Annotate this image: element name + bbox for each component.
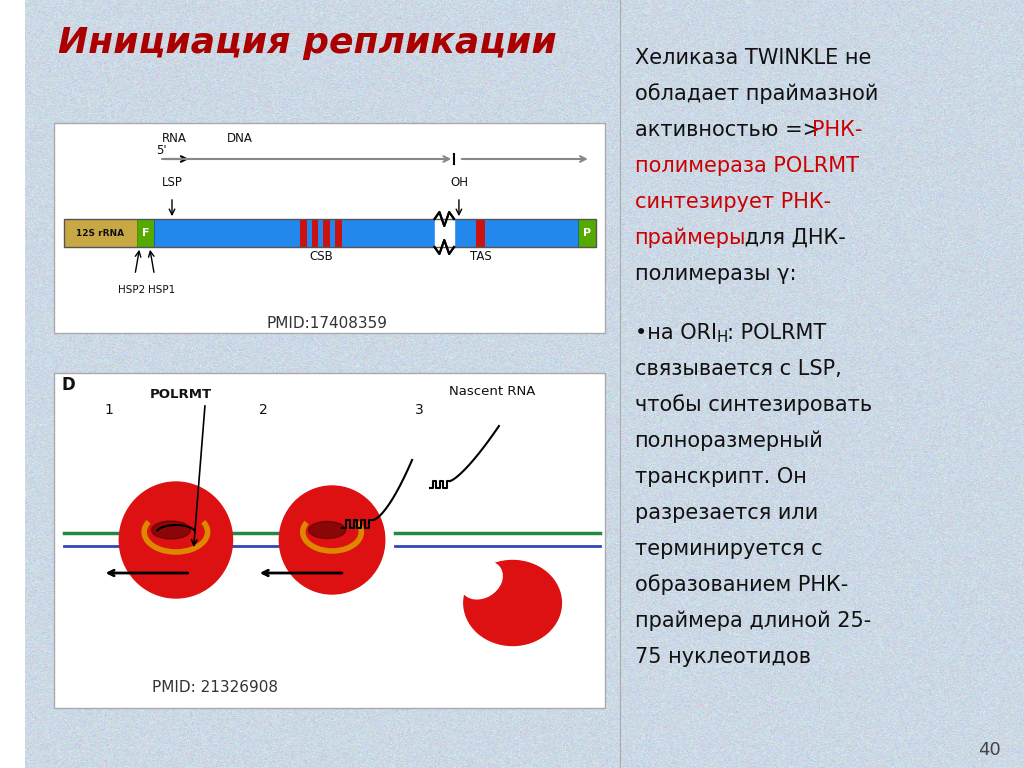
- Text: 5': 5': [157, 144, 167, 157]
- Ellipse shape: [464, 561, 561, 645]
- Text: обладает праймазной: обладает праймазной: [635, 84, 878, 104]
- Text: HSP1: HSP1: [147, 285, 175, 295]
- Text: RNA: RNA: [162, 132, 186, 145]
- FancyBboxPatch shape: [578, 219, 596, 247]
- Text: POLRMT: POLRMT: [150, 388, 212, 401]
- Text: TAS: TAS: [470, 250, 493, 263]
- Text: терминируется с: терминируется с: [635, 539, 822, 559]
- FancyBboxPatch shape: [300, 219, 306, 247]
- Text: праймеры: праймеры: [635, 228, 746, 248]
- Text: Хеликаза TWINKLE не: Хеликаза TWINKLE не: [635, 48, 871, 68]
- FancyBboxPatch shape: [335, 219, 342, 247]
- FancyBboxPatch shape: [476, 219, 485, 247]
- Ellipse shape: [461, 561, 502, 599]
- Text: LSP: LSP: [162, 176, 182, 189]
- Text: для ДНК-: для ДНК-: [738, 228, 846, 248]
- Text: F: F: [142, 228, 150, 238]
- Text: 40: 40: [978, 741, 1000, 759]
- Text: D: D: [61, 376, 76, 394]
- Circle shape: [280, 486, 385, 594]
- FancyBboxPatch shape: [54, 123, 605, 333]
- Text: H: H: [717, 330, 728, 346]
- Text: разрезается или: разрезается или: [635, 503, 818, 523]
- Text: CSB: CSB: [309, 250, 333, 263]
- FancyBboxPatch shape: [324, 219, 330, 247]
- FancyBboxPatch shape: [54, 373, 605, 708]
- Circle shape: [119, 482, 232, 598]
- Ellipse shape: [308, 521, 346, 538]
- Text: РНК-: РНК-: [812, 120, 863, 140]
- Text: 12S rRNA: 12S rRNA: [76, 229, 124, 237]
- Text: праймера длиной 25-: праймера длиной 25-: [635, 611, 870, 631]
- Text: : POLRMT: : POLRMT: [727, 323, 826, 343]
- FancyBboxPatch shape: [311, 219, 318, 247]
- Text: транскрипт. Он: транскрипт. Он: [635, 467, 807, 487]
- FancyBboxPatch shape: [63, 219, 137, 247]
- FancyBboxPatch shape: [454, 219, 578, 247]
- Text: PMID: 21326908: PMID: 21326908: [152, 680, 278, 696]
- Text: P: P: [583, 228, 591, 238]
- Text: DNA: DNA: [227, 132, 253, 145]
- Text: Инициация репликации: Инициация репликации: [58, 26, 557, 60]
- Text: полноразмерный: полноразмерный: [635, 431, 823, 452]
- Text: синтезирует РНК-: синтезирует РНК-: [635, 192, 830, 212]
- Text: полимераза POLRMT: полимераза POLRMT: [635, 156, 858, 176]
- Text: Nascent RNA: Nascent RNA: [450, 385, 536, 398]
- Text: 1: 1: [104, 403, 114, 417]
- Text: активностью =>: активностью =>: [635, 120, 826, 140]
- Text: 2: 2: [259, 403, 267, 417]
- FancyBboxPatch shape: [155, 219, 434, 247]
- Ellipse shape: [152, 521, 190, 539]
- Text: 75 нуклеотидов: 75 нуклеотидов: [635, 647, 811, 667]
- Text: чтобы синтезировать: чтобы синтезировать: [635, 395, 871, 415]
- Text: полимеразы γ:: полимеразы γ:: [635, 264, 796, 284]
- Text: 3: 3: [415, 403, 424, 417]
- Text: связывается с LSP,: связывается с LSP,: [635, 359, 842, 379]
- FancyBboxPatch shape: [137, 219, 155, 247]
- Text: •на ORI: •на ORI: [635, 323, 723, 343]
- Text: образованием РНК-: образованием РНК-: [635, 574, 848, 595]
- Text: PMID:17408359: PMID:17408359: [266, 316, 388, 330]
- Text: OH: OH: [450, 176, 468, 189]
- Text: HSP2: HSP2: [119, 285, 145, 295]
